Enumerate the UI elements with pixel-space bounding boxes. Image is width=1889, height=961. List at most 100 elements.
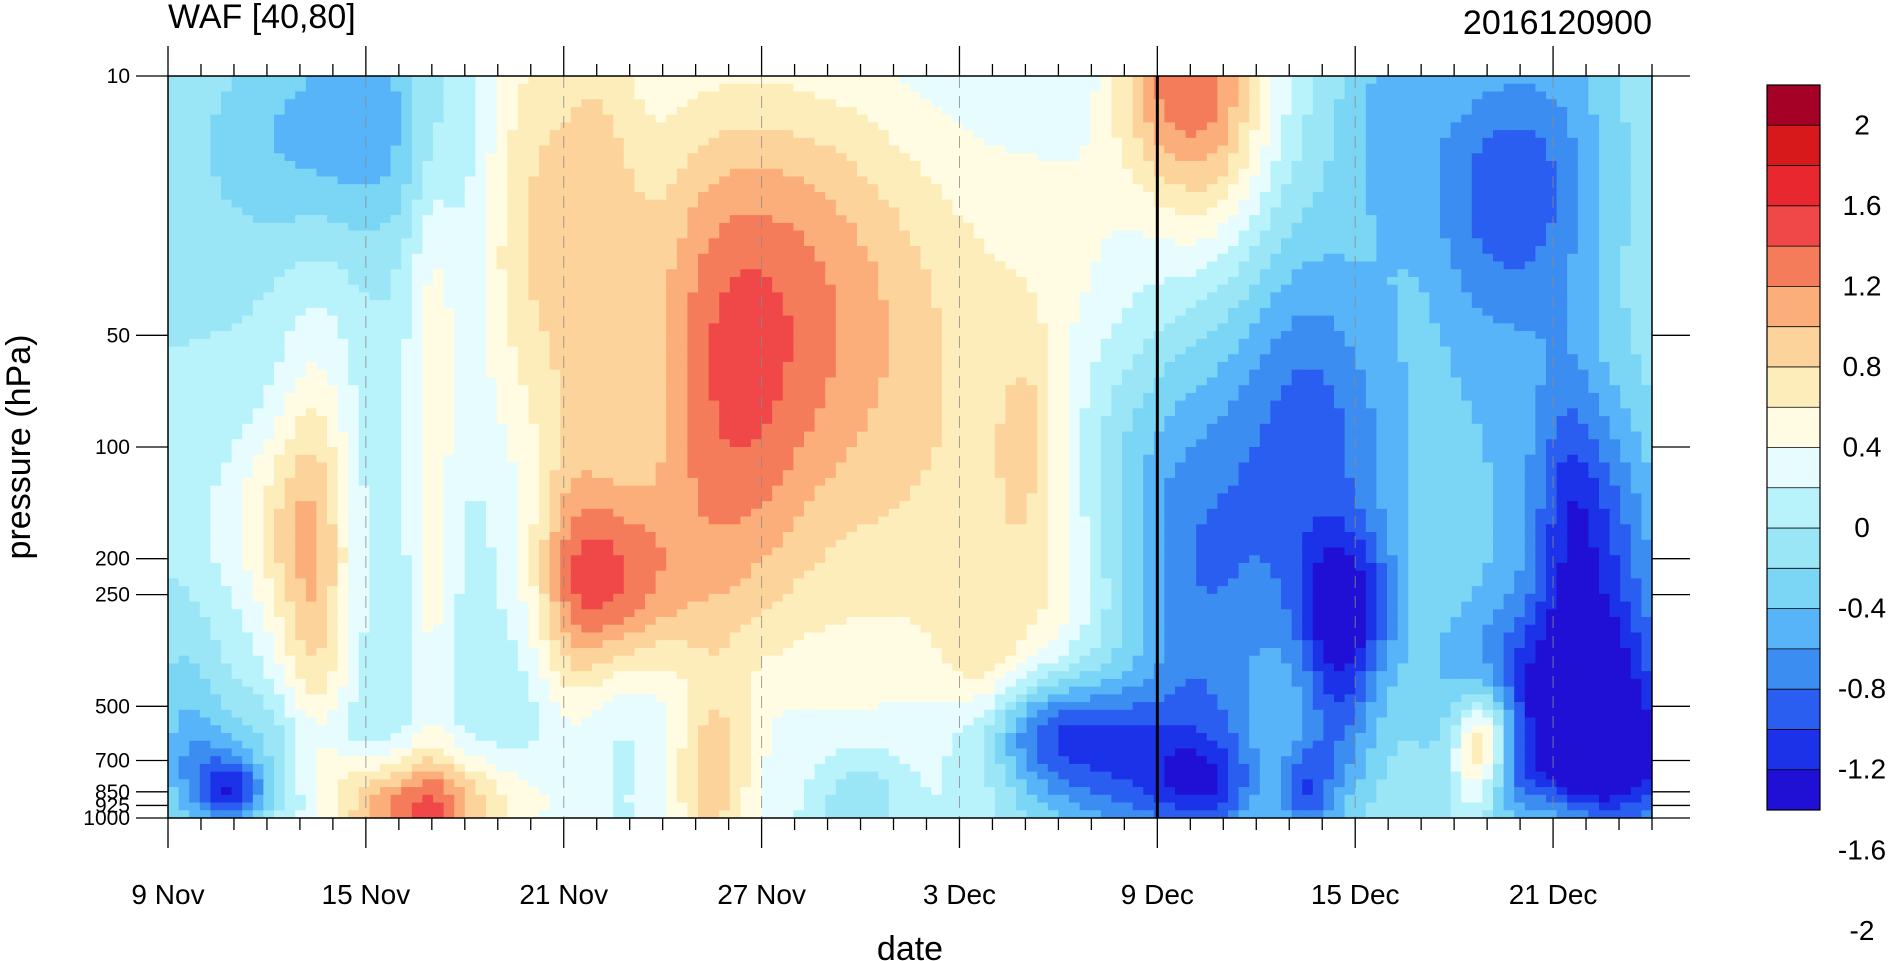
heat-cell (380, 300, 392, 309)
heat-cell (1175, 83, 1187, 93)
heat-cell (1599, 300, 1611, 309)
heat-cell (1387, 222, 1399, 232)
heat-cell (1291, 191, 1303, 201)
heat-cell (1440, 122, 1452, 131)
heat-cell (1577, 246, 1589, 255)
heat-cell (1355, 238, 1367, 247)
heat-cell (1482, 83, 1494, 93)
heat-cell (1461, 300, 1473, 309)
heat-cell (1281, 338, 1293, 348)
heat-cell (931, 230, 943, 239)
heat-cell (1418, 99, 1430, 108)
heat-cell (825, 153, 837, 162)
heat-cell (835, 246, 847, 255)
heat-cell (888, 238, 900, 247)
heat-cell (570, 346, 582, 355)
heat-cell (1026, 222, 1038, 232)
heat-cell (178, 176, 190, 185)
heat-cell (782, 168, 794, 178)
heat-cell (199, 122, 211, 131)
heat-cell (623, 346, 635, 355)
heat-cell (623, 300, 635, 309)
heat-cell (1079, 106, 1091, 116)
heat-cell (1577, 99, 1589, 108)
heat-cell (263, 346, 275, 355)
heat-cell (1567, 199, 1579, 208)
heat-cell (1164, 284, 1176, 294)
heat-cell (327, 307, 339, 317)
heat-cell (1175, 207, 1187, 216)
heat-cell (168, 215, 180, 224)
heat-cell (274, 300, 286, 309)
heat-cell (1047, 292, 1059, 301)
heat-cell (337, 222, 349, 232)
heat-cell (878, 137, 890, 147)
heat-cell (316, 137, 328, 147)
heat-cell (814, 253, 826, 263)
heat-cell (316, 307, 328, 317)
heat-cell (549, 153, 561, 162)
heat-cell (327, 238, 339, 247)
heat-cell (189, 300, 201, 309)
heat-cell (1588, 184, 1600, 193)
heat-cell (1397, 207, 1409, 216)
heat-cell (1482, 91, 1494, 100)
heat-cell (380, 137, 392, 147)
heat-cell (358, 246, 370, 255)
heat-cell (899, 114, 911, 123)
heat-cell (814, 153, 826, 162)
heat-cell (327, 184, 339, 193)
heat-cell (1440, 315, 1452, 324)
heat-cell (1122, 307, 1134, 317)
heat-cell (623, 106, 635, 116)
heat-cell (952, 323, 964, 332)
heat-cell (1355, 176, 1367, 185)
heat-cell (380, 83, 392, 93)
heat-cell (1387, 207, 1399, 216)
heat-cell (825, 106, 837, 116)
heat-cell (1143, 230, 1155, 239)
heat-cell (1281, 161, 1293, 170)
heat-cell (1577, 106, 1589, 116)
heat-cell (719, 207, 731, 216)
heat-cell (1630, 153, 1642, 162)
heat-cell (539, 253, 551, 263)
heat-cell (1079, 207, 1091, 216)
heat-cell (327, 215, 339, 224)
heat-cell (401, 207, 413, 216)
heat-cell (708, 130, 720, 139)
heat-cell (941, 191, 953, 201)
heat-cell (719, 130, 731, 139)
heat-cell (846, 253, 858, 263)
heat-cell (676, 199, 688, 208)
heat-cell (1344, 199, 1356, 208)
heat-cell (846, 137, 858, 147)
heat-cell (1588, 76, 1600, 85)
heat-cell (676, 99, 688, 108)
heat-cell (1482, 145, 1494, 154)
heat-cell (581, 91, 593, 100)
heat-cell (1418, 137, 1430, 147)
heat-cell (825, 331, 837, 340)
heat-cell (1344, 269, 1356, 278)
heat-cell (867, 207, 879, 216)
heat-cell (528, 161, 540, 170)
heat-cell (1440, 292, 1452, 301)
heat-cell (528, 137, 540, 147)
heat-cell (1524, 106, 1536, 116)
heat-cell (1259, 331, 1271, 340)
heat-cell (899, 191, 911, 201)
heat-cell (835, 83, 847, 93)
heat-cell (719, 137, 731, 147)
heat-cell (592, 130, 604, 139)
heat-cell (1206, 238, 1218, 247)
heat-cell (634, 253, 646, 263)
heat-cell (994, 99, 1006, 108)
heat-cell (740, 83, 752, 93)
heat-cell (189, 261, 201, 270)
heat-cell (549, 76, 561, 85)
heat-cell (380, 323, 392, 332)
heat-cell (857, 168, 869, 178)
heat-cell (284, 222, 296, 232)
heat-cell (878, 168, 890, 178)
